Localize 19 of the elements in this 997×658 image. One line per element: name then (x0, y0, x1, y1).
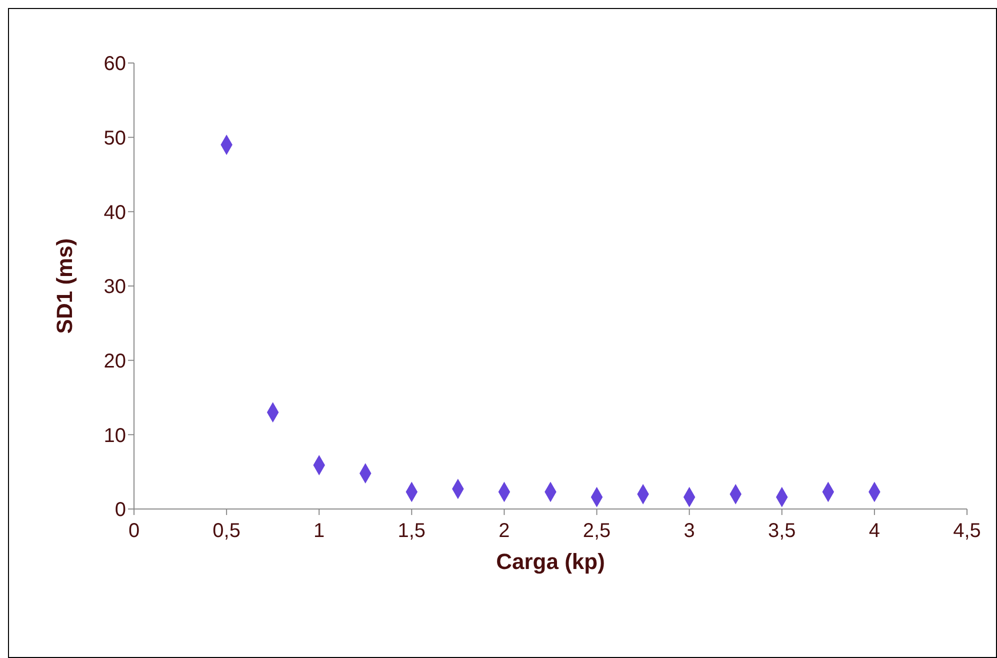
x-tick-label: 1 (314, 520, 325, 542)
x-tick-label: 0 (128, 520, 140, 542)
y-tick-label: 0 (114, 499, 126, 522)
y-tick-label: 50 (104, 127, 126, 150)
y-tick-label: 10 (104, 424, 126, 447)
x-tick-label: 2,5 (582, 520, 611, 542)
y-tick-label: 40 (104, 202, 126, 224)
x-tick-label: 1,5 (398, 520, 426, 542)
x-tick-label: 4,5 (953, 520, 981, 542)
x-tick-label: 2 (498, 520, 510, 542)
y-tick-label: 60 (104, 53, 126, 76)
y-axis-title: SD1 (ms) (52, 238, 77, 334)
x-tick-label: 4 (868, 520, 880, 542)
y-tick-label: 30 (104, 276, 126, 298)
y-tick-label: 20 (104, 350, 126, 372)
x-tick-label: 3 (684, 520, 695, 542)
x-tick-label: 0,5 (212, 520, 240, 542)
x-axis-title: Carga (kp) (496, 549, 605, 574)
x-tick-label: 3,5 (768, 520, 796, 542)
